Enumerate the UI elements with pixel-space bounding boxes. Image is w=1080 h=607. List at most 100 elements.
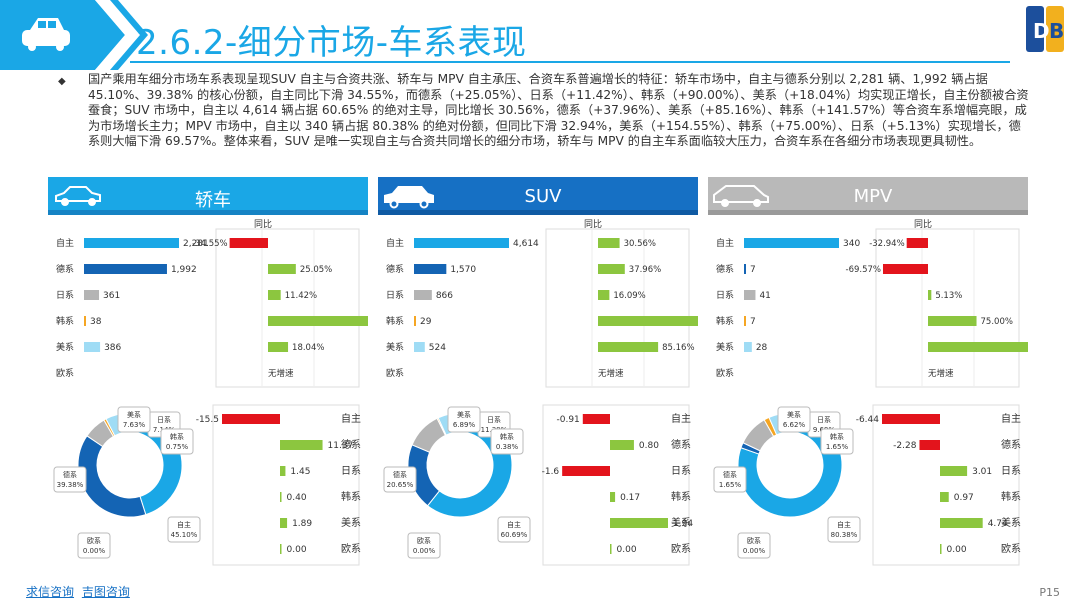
volume-label: 7: [750, 317, 756, 327]
yoy-bar: [598, 264, 625, 274]
share-change-bar: [940, 544, 942, 554]
pie-callout-name: 韩系: [500, 432, 514, 441]
share-category-label: 自主: [1001, 412, 1021, 425]
share-change-label: 1.94: [673, 519, 693, 529]
pie-callout-box: [160, 428, 194, 455]
pie-slice: [77, 435, 147, 518]
share-change-label: 0.00: [947, 545, 967, 555]
share-change-bar: [280, 466, 286, 476]
share-category-label: 美系: [341, 516, 361, 529]
pie-callout-name: 自主: [837, 520, 851, 529]
pie-callout-name: 美系: [457, 410, 471, 419]
pie-callout-value: 0.00%: [743, 547, 766, 555]
yoy-label: 16.09%: [613, 291, 645, 301]
yoy-label: 85.16%: [662, 343, 694, 353]
pie-callout-box: [117, 406, 151, 433]
pie-callout-name: 德系: [63, 470, 77, 479]
share-change-bar: [610, 492, 616, 502]
pie-callout-box: [820, 428, 854, 455]
yoy-bar: [268, 316, 368, 326]
volume-label: 2,281: [183, 239, 209, 249]
pie-callout-box: [407, 532, 441, 559]
pie-callout-box: [777, 406, 811, 433]
footer-link-1[interactable]: 求信咨询: [26, 585, 75, 599]
pie-callout-name: 日系: [157, 415, 171, 424]
share-change-label: 1.89: [292, 519, 312, 529]
category-label: 自主: [716, 237, 734, 249]
pie-callout-box: [383, 466, 417, 493]
yoy-axis-title: 同比: [254, 218, 272, 230]
pie-callout-box: [713, 466, 747, 493]
share-change-bar: [280, 544, 282, 554]
share-change-bar: [222, 414, 280, 424]
pie-callout-box: [77, 532, 111, 559]
category-label: 德系: [386, 263, 404, 275]
share-category-label: 欧系: [1001, 543, 1021, 555]
share-change-label: 3.01: [972, 467, 992, 477]
pie-callout-name: 欧系: [747, 536, 761, 545]
share-change-label: 0.80: [639, 441, 659, 451]
volume-bar: [744, 264, 746, 274]
volume-bar: [84, 342, 101, 352]
share-change-bar: [280, 518, 288, 528]
category-label: 日系: [716, 290, 734, 301]
yoy-label: 18.04%: [292, 343, 324, 353]
volume-label: 7: [750, 265, 756, 275]
yoy-bar: [598, 290, 610, 300]
pie-callout-value: 6.89%: [453, 421, 476, 429]
bullet-diamond-icon: ◆: [58, 76, 66, 87]
volume-bar: [744, 316, 746, 326]
pie-callout-box: [447, 406, 481, 433]
yoy-grid-box: [875, 228, 1020, 388]
footer-link-2[interactable]: 吉图咨询: [81, 585, 130, 599]
volume-bar: [744, 238, 839, 248]
volume-bar: [84, 264, 167, 274]
panel-header-mpv: [708, 177, 1028, 215]
volume-label: 340: [843, 239, 860, 249]
yoy-bar: [598, 238, 620, 248]
summary-text: 国产乘用车细分市场车系表现呈现SUV 自主与合资共涨、轿车与 MPV 自主承压、…: [88, 72, 1029, 149]
yoy-label: 无增速: [928, 368, 954, 379]
volume-label: 38: [90, 317, 102, 327]
share-category-label: 日系: [1001, 465, 1021, 477]
pie-callout-box: [497, 516, 531, 543]
share-category-label: 美系: [1001, 516, 1021, 529]
pie-callout-value: 60.69%: [501, 531, 528, 539]
category-label: 欧系: [716, 367, 734, 379]
yoy-label: -69.57%: [846, 265, 881, 275]
share-change-bar: [280, 440, 323, 450]
share-grid-box: [212, 404, 360, 566]
volume-bar: [744, 290, 756, 300]
pie-slice: [737, 412, 843, 518]
panel-mpv: MPV 同比 自主 340 -32.94% 德系 7 -69.57% 日系 41 5.13% 韩系 7…: [708, 177, 1028, 577]
pie-callout-name: 自主: [177, 520, 191, 529]
yoy-bar: [882, 264, 928, 274]
share-category-label: 德系: [671, 438, 691, 451]
share-change-bar: [940, 492, 949, 502]
share-change-bar: [940, 518, 983, 528]
yoy-bar: [598, 316, 698, 326]
volume-bar: [414, 238, 509, 248]
yoy-label: -34.55%: [192, 239, 227, 249]
pie-callout-value: 0.75%: [166, 443, 189, 451]
category-label: 美系: [386, 341, 404, 353]
yoy-bar: [229, 238, 268, 248]
volume-label: 28: [756, 343, 768, 353]
volume-label: 866: [436, 291, 453, 301]
footer-links: 求信咨询 吉图咨询: [26, 583, 134, 600]
pie-callout-value: 20.65%: [387, 481, 414, 489]
share-change-bar: [940, 466, 968, 476]
category-label: 美系: [716, 341, 734, 353]
pie-callout-box: [737, 532, 771, 559]
share-grid-box: [872, 404, 1020, 566]
panel-sedan: 轿车 同比 自主 2,281 -34.55% 德系 1,992 25.05% 日系 361 11.…: [48, 177, 368, 577]
category-label: 韩系: [386, 315, 404, 327]
category-label: 韩系: [56, 315, 74, 327]
pie-callout-name: 日系: [487, 415, 501, 424]
panel-header-suv: [378, 177, 698, 215]
share-category-label: 德系: [341, 438, 361, 451]
panel-title-suv: SUV: [524, 186, 562, 207]
pie-callout-name: 韩系: [830, 432, 844, 441]
